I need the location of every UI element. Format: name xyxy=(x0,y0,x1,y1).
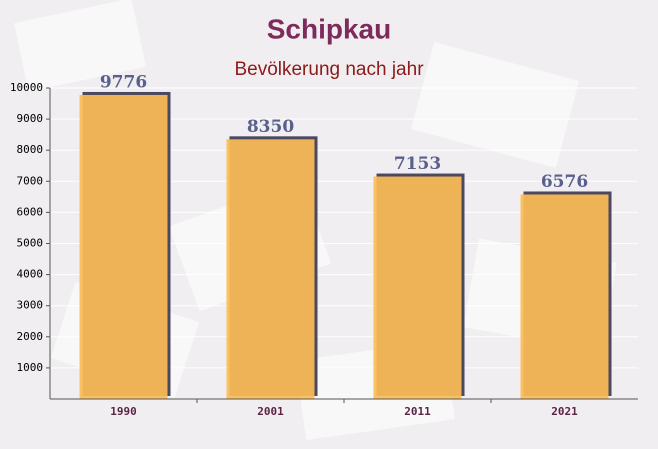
bar xyxy=(373,176,462,399)
y-tick-label: 7000 xyxy=(17,174,44,187)
y-tick-label: 6000 xyxy=(17,205,44,218)
y-tick-label: 4000 xyxy=(17,268,44,281)
y-tick-label: 2000 xyxy=(17,330,44,343)
y-tick-label: 3000 xyxy=(17,299,44,312)
bar xyxy=(226,139,315,399)
y-tick-label: 9000 xyxy=(17,112,44,125)
y-tick-label: 5000 xyxy=(17,237,44,250)
x-tick-label: 1990 xyxy=(110,405,137,418)
value-label: 8350 xyxy=(247,117,294,137)
value-label: 9776 xyxy=(100,72,147,92)
x-tick-label: 2011 xyxy=(404,405,431,418)
chart-title: Schipkau xyxy=(267,13,391,44)
y-tick-label: 8000 xyxy=(17,143,44,156)
y-tick-label: 1000 xyxy=(17,361,44,374)
x-tick-label: 2001 xyxy=(257,405,284,418)
x-tick-label: 2021 xyxy=(551,405,578,418)
bar xyxy=(520,194,609,399)
bar xyxy=(79,94,168,399)
value-label: 6576 xyxy=(541,172,588,192)
chart-subtitle: Bevölkerung nach jahr xyxy=(234,59,424,80)
value-label: 7153 xyxy=(394,154,441,174)
y-tick-label: 10000 xyxy=(10,81,43,94)
